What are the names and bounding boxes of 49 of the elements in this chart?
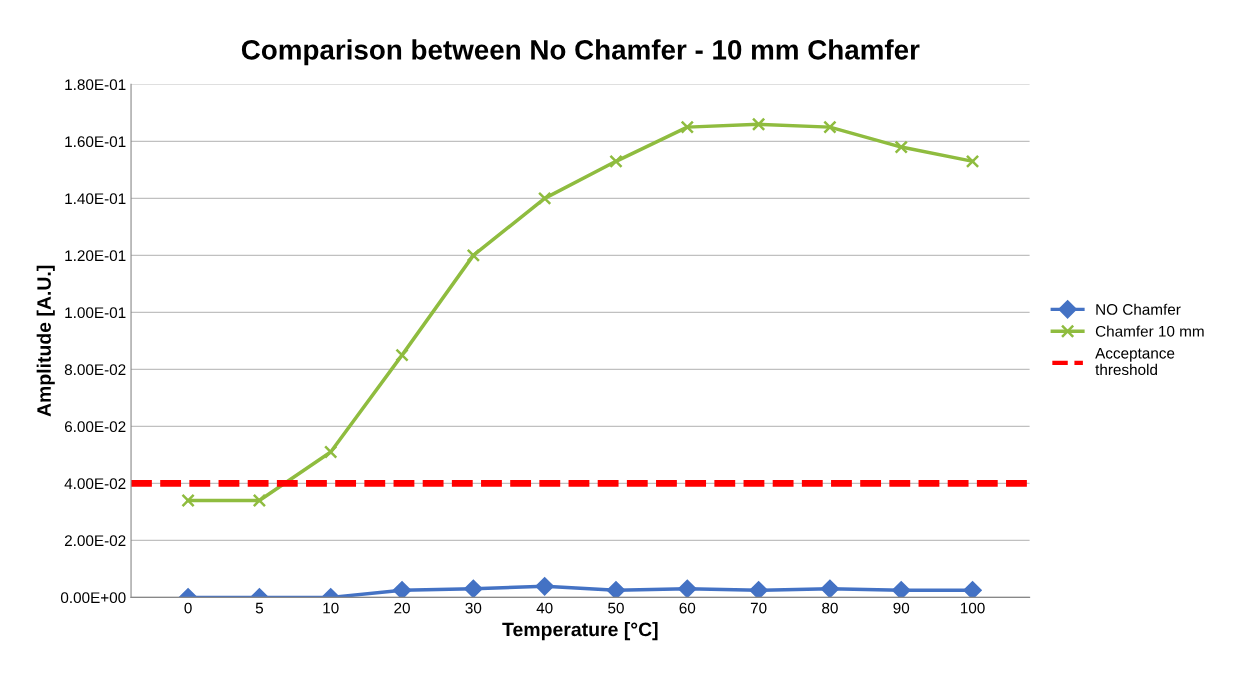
y-tick-label: 1.80E-01 [65,79,126,91]
point [535,577,554,596]
point [464,579,483,598]
y-tick-label: 1.20E-01 [65,250,126,262]
y-tick-label: 8.00E-02 [64,364,126,376]
point [609,154,623,169]
point [823,120,837,134]
x-tick-label: 90 [893,602,910,614]
point [963,581,982,598]
legend-label: Acceptance threshold [1095,347,1175,376]
x-tick-label: 60 [679,602,696,614]
chart-title: Comparison between No Chamfer - 10 mm Chamfer [241,39,920,66]
y-tick-label: 2.00E-02 [64,535,126,547]
x-tick-label: 50 [608,602,624,614]
y-tick-label: 1.00E-01 [65,307,126,319]
point [678,579,697,598]
x-tick-label: 20 [394,602,410,614]
point [749,581,768,598]
y-tick-label: 1.60E-01 [65,136,126,148]
y-tick-label: 6.00E-02 [64,421,126,433]
legend-label: NO Chamfer [1096,303,1181,315]
point [820,579,840,598]
point [395,348,409,362]
point [751,117,766,132]
point [323,445,338,459]
x-tick-label: 100 [960,602,985,614]
point [392,581,412,598]
y-tick-label: 0.00E+00 [60,592,126,604]
x-tick-label: 70 [750,602,767,614]
x-tick-label: 10 [323,602,339,614]
legend-label: Chamfer 10 mm [1095,325,1204,337]
y-tick-label: 1.40E-01 [65,193,126,205]
x-tick-label: 80 [822,602,838,614]
point [892,581,911,598]
point [680,120,695,134]
point [181,493,195,508]
x-tick-label: 0 [184,602,192,614]
point [537,191,552,206]
point [252,493,267,508]
x-tick-label: 40 [536,602,553,614]
y-tick-label: 4.00E-02 [64,478,126,490]
point [466,248,481,263]
point [894,140,909,154]
x-tick-label: 30 [465,602,482,614]
x-axis-title: Temperature [°C] [502,622,658,641]
point [965,154,980,169]
y-axis-title: Amplitude [A.U.] [36,265,55,417]
point [606,581,626,598]
x-tick-label: 5 [255,602,264,614]
